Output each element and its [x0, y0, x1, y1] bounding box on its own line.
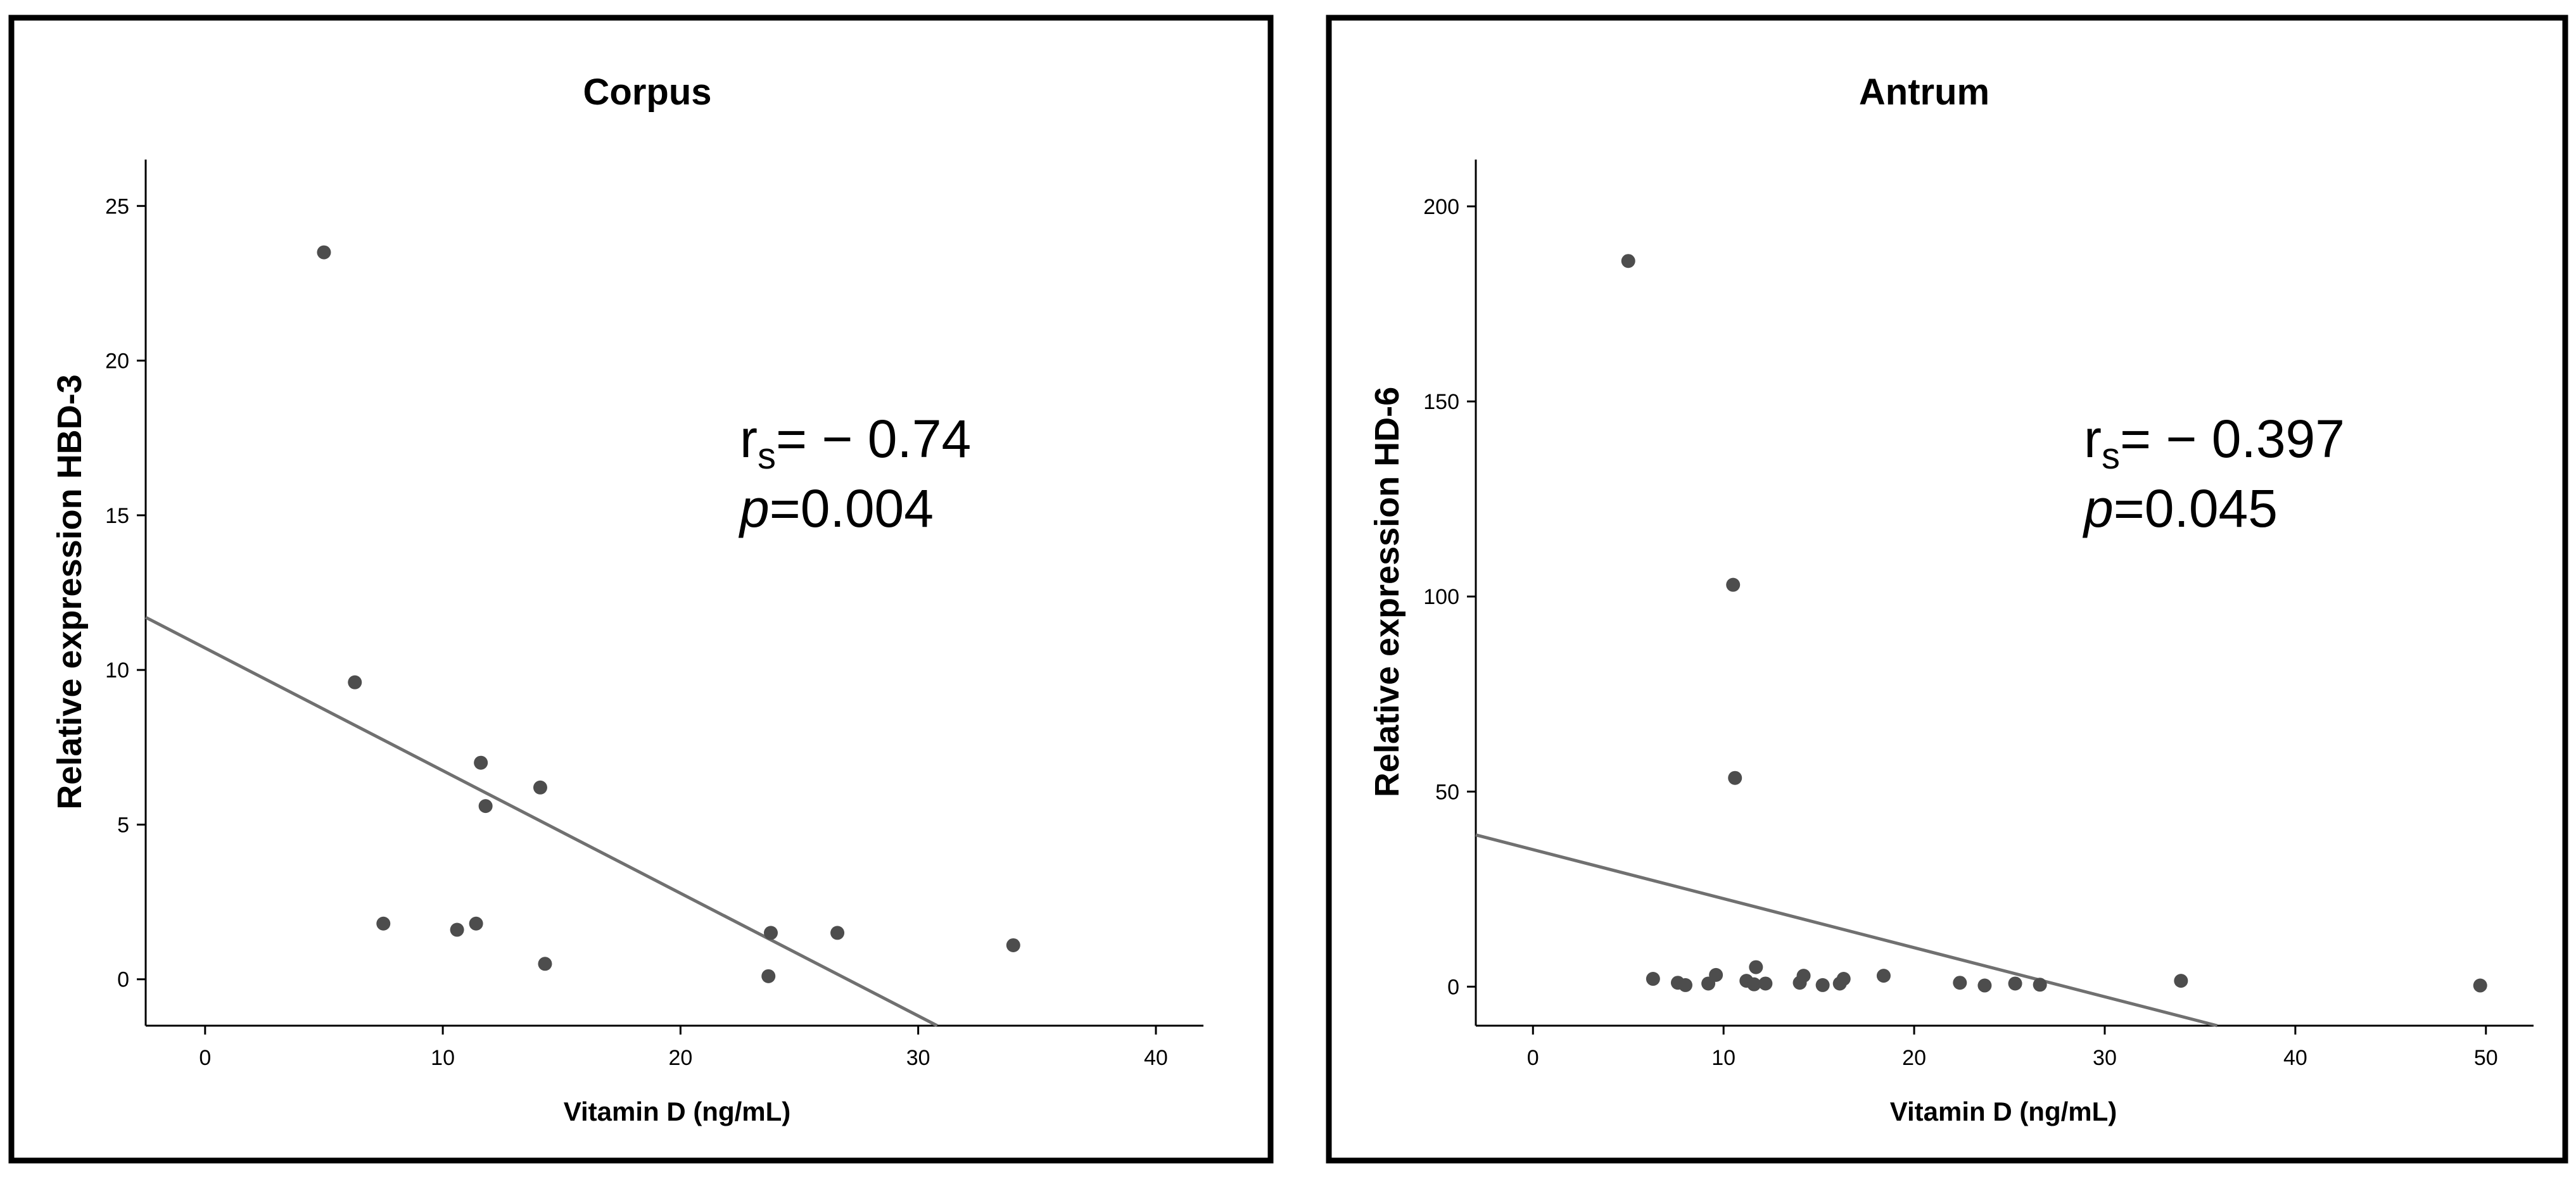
data-point: [1815, 978, 1830, 992]
y-axis-label: Relative expression HBD-3: [51, 374, 89, 809]
rs-subscript: s: [2102, 436, 2120, 477]
data-point: [2033, 978, 2047, 992]
fit-line-group: [144, 615, 938, 1028]
x-tick-label: 10: [1711, 1046, 1735, 1070]
plot-area: 0 10 20 30 40 50 0 50 100 150 200: [1423, 160, 2534, 1070]
data-point: [1621, 254, 1635, 268]
rs-symbol: r: [740, 409, 758, 469]
tick-group: 0 10 20 30 40 0 5 10 15 20 25: [105, 194, 1168, 1070]
x-tick-label: 30: [906, 1046, 930, 1070]
y-tick-label: 0: [117, 968, 129, 992]
data-point: [2174, 974, 2188, 988]
tick-group: 0 10 20 30 40 50 0 50 100 150 200: [1423, 195, 2497, 1070]
data-point: [1709, 967, 1723, 982]
data-point: [1646, 972, 1660, 986]
x-tick-label: 20: [668, 1046, 692, 1070]
data-point: [1836, 972, 1851, 986]
data-point: [1876, 969, 1891, 983]
data-point: [1749, 960, 1763, 974]
x-tick-label: 0: [199, 1046, 211, 1070]
y-tick-label: 15: [105, 504, 129, 528]
p-annotation: p=0.045: [2082, 479, 2278, 538]
data-point: [1726, 577, 1741, 592]
data-point: [1977, 978, 1992, 993]
data-point: [830, 926, 845, 940]
rs-annotation: rs= − 0.74: [740, 409, 971, 477]
x-tick-label: 40: [2283, 1046, 2307, 1070]
x-axis-label: Vitamin D (ng/mL): [1890, 1097, 2117, 1126]
y-tick-label: 20: [105, 349, 129, 374]
rs-symbol: r: [2084, 409, 2102, 469]
data-point: [469, 916, 483, 931]
data-point: [450, 922, 464, 937]
point-group: [1621, 254, 2487, 993]
data-point: [2473, 978, 2487, 993]
data-point: [474, 755, 488, 770]
rs-value: = − 0.74: [776, 409, 971, 469]
rs-subscript: s: [758, 436, 776, 477]
stat-annotation: rs= − 0.74 p=0.004: [738, 409, 971, 538]
chart-panel-corpus: Corpus 0 10 20 30 40 0 5 10 15 20 25 Vitamin D (ng…: [8, 15, 1274, 1164]
data-point: [1953, 976, 1967, 990]
y-axis-label: Relative expression HD-6: [1368, 387, 1406, 797]
x-tick-label: 40: [1144, 1046, 1168, 1070]
chart-title: Antrum: [1859, 72, 1989, 113]
regression-line: [144, 615, 938, 1028]
p-symbol: p: [738, 479, 770, 538]
chart-title: Corpus: [583, 72, 712, 113]
data-point: [1796, 969, 1811, 983]
x-tick-label: 10: [431, 1046, 455, 1070]
x-tick-label: 0: [1527, 1046, 1539, 1070]
p-symbol: p: [2082, 479, 2114, 538]
y-tick-label: 150: [1423, 390, 1459, 414]
data-point: [761, 969, 776, 983]
data-point: [1747, 977, 1761, 991]
x-tick-label: 50: [2474, 1046, 2498, 1070]
data-point: [763, 926, 778, 940]
point-group: [317, 245, 1020, 983]
y-tick-label: 25: [105, 194, 129, 218]
data-point: [348, 675, 362, 689]
x-tick-label: 20: [1902, 1046, 1926, 1070]
panel-frame: [1326, 15, 2568, 1164]
p-value: =0.004: [770, 479, 934, 538]
y-tick-label: 100: [1423, 585, 1459, 609]
stat-annotation: rs= − 0.397 p=0.045: [2082, 409, 2345, 538]
data-point: [317, 245, 331, 260]
plot-area: 0 10 20 30 40 0 5 10 15 20 25: [105, 160, 1203, 1070]
y-tick-label: 200: [1423, 195, 1459, 219]
rs-annotation: rs= − 0.397: [2084, 409, 2345, 477]
chart-panel-antrum: Antrum 0 10 20 30 40 50 0 50 100 150 200 Vitamin D…: [1326, 15, 2568, 1164]
data-point: [538, 957, 552, 971]
y-tick-label: 10: [105, 658, 129, 683]
data-point: [2008, 976, 2022, 991]
panel-frame: [8, 15, 1274, 1164]
regression-line: [1475, 833, 2218, 1028]
x-tick-label: 30: [2093, 1046, 2117, 1070]
rs-value: = − 0.397: [2120, 409, 2345, 469]
x-axis-label: Vitamin D (ng/mL): [564, 1097, 791, 1126]
y-tick-label: 0: [1447, 975, 1459, 999]
data-point: [478, 799, 493, 814]
data-point: [376, 916, 391, 931]
y-tick-label: 50: [1435, 780, 1459, 804]
fit-line-group: [1475, 833, 2218, 1028]
p-annotation: p=0.004: [738, 479, 934, 538]
data-point: [1758, 976, 1773, 991]
data-point: [1006, 938, 1020, 952]
data-point: [533, 780, 547, 795]
data-point: [1678, 978, 1692, 992]
p-value: =0.045: [2114, 479, 2278, 538]
y-tick-label: 5: [117, 813, 129, 837]
data-point: [1728, 771, 1742, 785]
